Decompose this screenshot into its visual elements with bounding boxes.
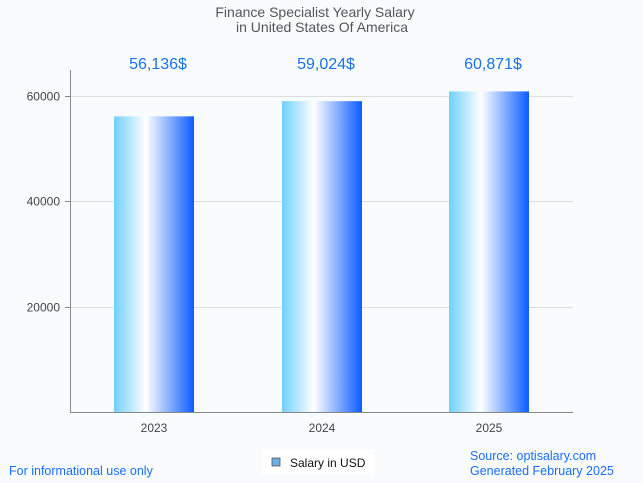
bar-value-label: 56,136$	[129, 56, 187, 73]
x-tick-label: 2023	[141, 421, 168, 435]
chart-title: Finance Specialist Yearly Salary	[215, 4, 414, 20]
x-tick-label: 2024	[309, 421, 336, 435]
generated-date-text: Generated February 2025	[470, 464, 614, 478]
legend-swatch	[271, 457, 281, 467]
source-text[interactable]: Source: optisalary.com	[470, 449, 596, 463]
bar-2025[interactable]	[449, 91, 529, 412]
disclaimer-text: For informational use only	[9, 464, 154, 478]
legend[interactable]: Salary in USD	[262, 450, 374, 474]
bar-value-label: 59,024$	[297, 56, 355, 73]
bar-2024[interactable]	[282, 101, 362, 413]
y-tick-label: 60000	[27, 90, 61, 104]
y-tick-label: 20000	[27, 301, 61, 315]
bar-2023[interactable]	[114, 116, 194, 413]
bar-value-label: 60,871$	[464, 56, 522, 73]
x-tick-label: 2025	[476, 421, 503, 435]
legend-label: Salary in USD	[290, 456, 366, 470]
chart-subtitle: in United States Of America	[236, 19, 408, 35]
y-tick-label: 40000	[27, 195, 61, 209]
